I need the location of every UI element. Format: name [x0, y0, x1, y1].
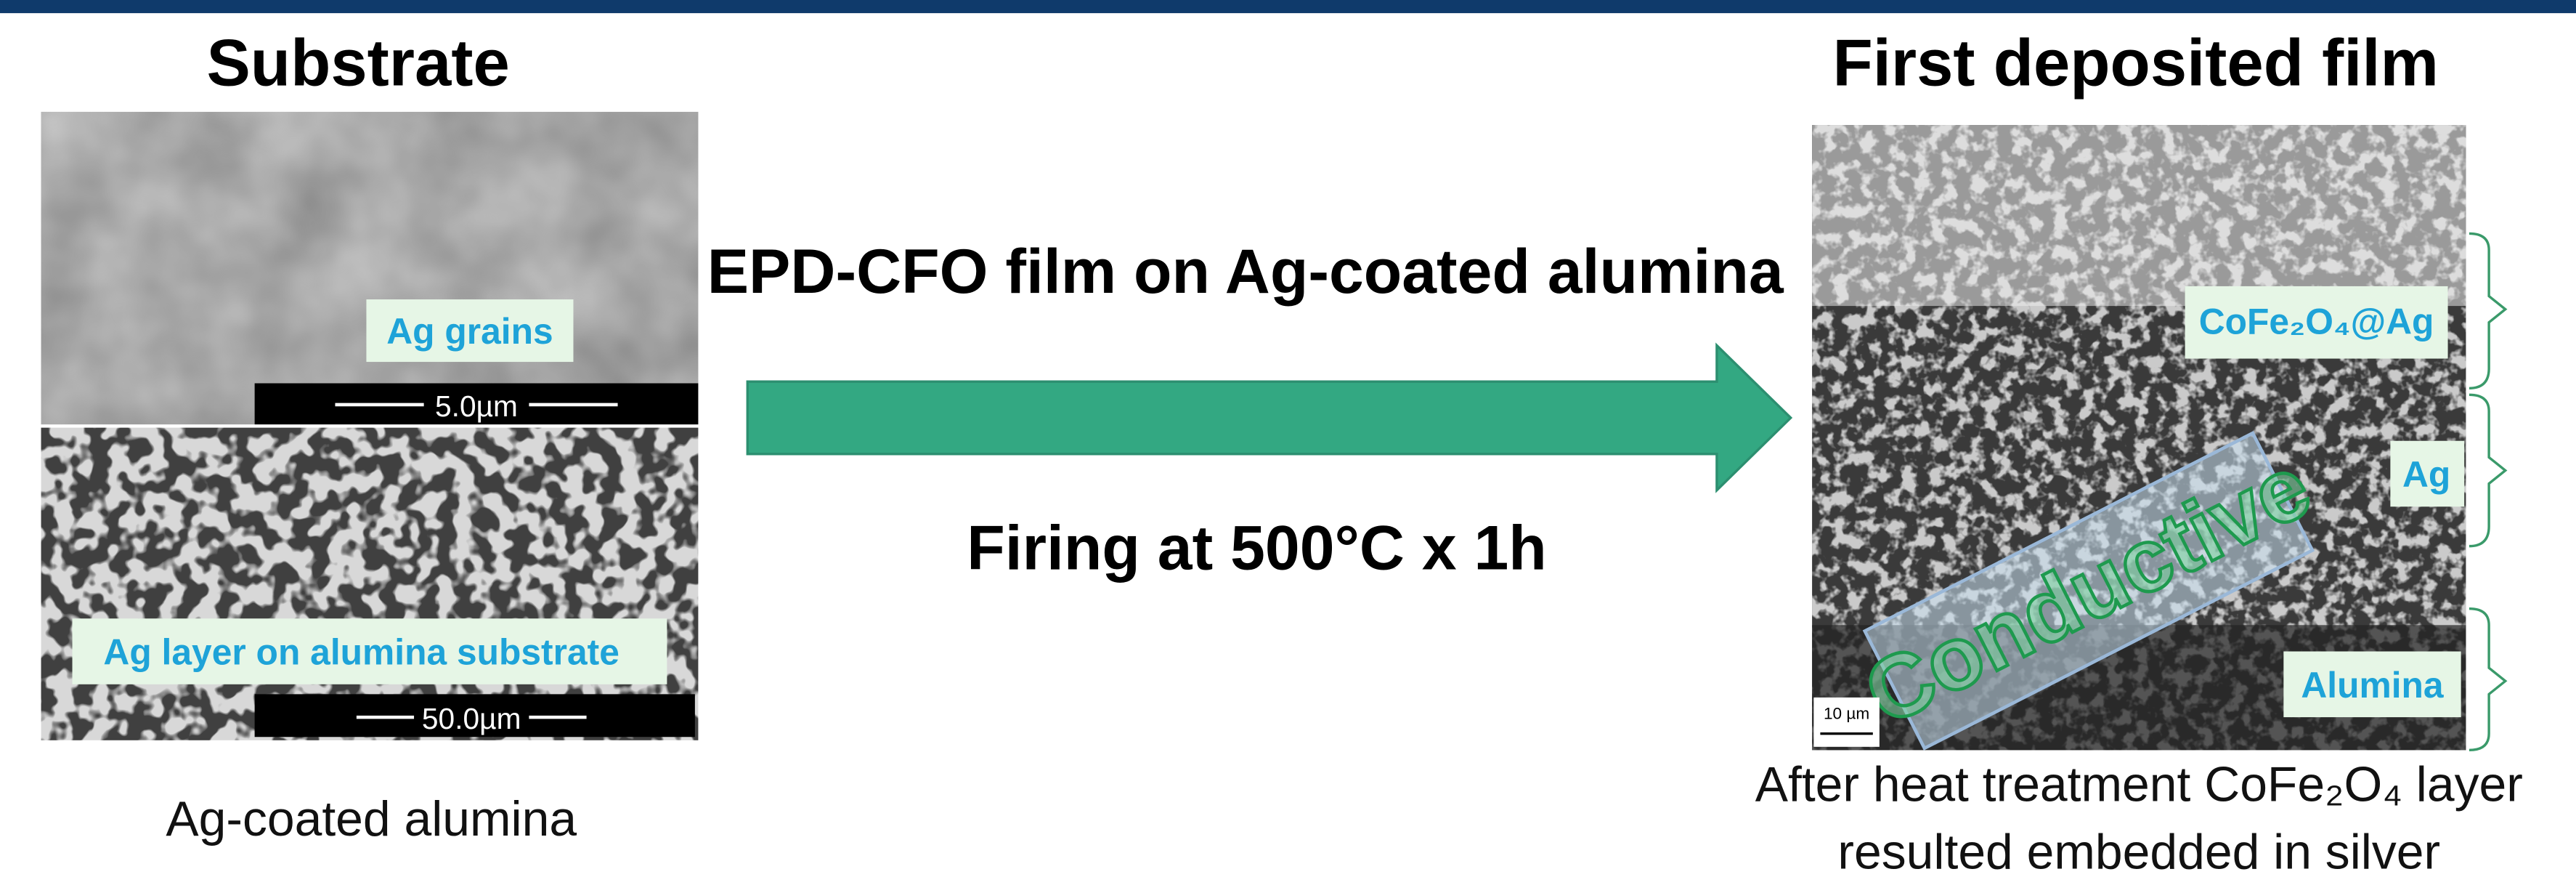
scale-label: 10 µm	[1824, 704, 1869, 722]
title: First deposited film	[1832, 27, 2439, 100]
scale-label: 5.0µm	[435, 389, 518, 423]
label-box	[2185, 286, 2448, 359]
scale-label: 50.0µm	[422, 702, 521, 735]
process-text: EPD-CFO film on Ag-coated alumina	[707, 237, 1784, 307]
stamp-box	[1862, 431, 2315, 751]
process-text: Firing at 500°C x 1h	[967, 513, 1547, 583]
label-box	[366, 299, 574, 363]
title: Substrate	[206, 27, 509, 100]
caption: After heat treatment CoFe₂O₄ layer	[1755, 758, 2523, 812]
layer-label: Ag	[2402, 454, 2450, 495]
bracket	[2469, 607, 2508, 752]
caption: Ag-coated alumina	[166, 792, 577, 846]
label: Ag layer on alumina substrate	[103, 632, 619, 673]
bracket	[2469, 393, 2508, 548]
label-box	[72, 618, 667, 684]
scale-gap	[423, 388, 529, 421]
scale-gap	[414, 700, 529, 734]
arrow	[746, 342, 1793, 493]
texture	[41, 111, 699, 425]
bracket	[2469, 232, 2508, 389]
caption: resulted embedded in silver	[1837, 825, 2440, 879]
label-box	[2390, 440, 2465, 507]
label: Ag grains	[386, 311, 553, 352]
label-box	[2283, 651, 2461, 718]
texture	[41, 427, 699, 740]
layer-label: Alumina	[2301, 665, 2444, 706]
layer-label: CoFe₂O₄@Ag	[2199, 302, 2434, 342]
scale-box	[1813, 697, 1880, 747]
top-bar	[0, 0, 2576, 14]
